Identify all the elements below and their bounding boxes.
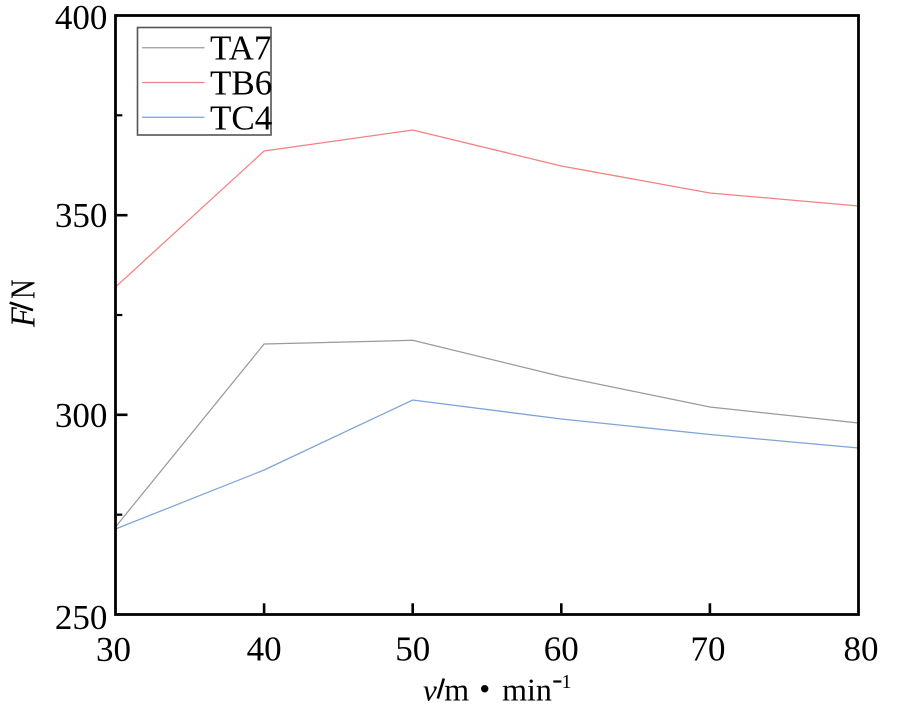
- svg-text:70: 70: [691, 630, 726, 669]
- svg-text:60: 60: [544, 630, 579, 669]
- svg-text:v: v: [423, 673, 437, 708]
- svg-text:300: 300: [55, 396, 108, 435]
- svg-text:N: N: [4, 279, 43, 299]
- svg-text:350: 350: [55, 196, 108, 235]
- svg-text:30: 30: [96, 630, 131, 669]
- svg-text:1: 1: [562, 671, 572, 693]
- svg-text:50: 50: [395, 630, 430, 669]
- svg-text:m: m: [444, 672, 469, 708]
- svg-text:80: 80: [844, 630, 879, 669]
- svg-text:TB6: TB6: [210, 64, 272, 103]
- svg-text:400: 400: [55, 0, 108, 37]
- svg-text:TA7: TA7: [210, 29, 271, 68]
- svg-text:TC4: TC4: [210, 98, 272, 137]
- svg-text:40: 40: [247, 630, 282, 669]
- svg-text:250: 250: [55, 598, 108, 637]
- svg-text:min: min: [502, 672, 552, 708]
- svg-text:F: F: [4, 307, 43, 329]
